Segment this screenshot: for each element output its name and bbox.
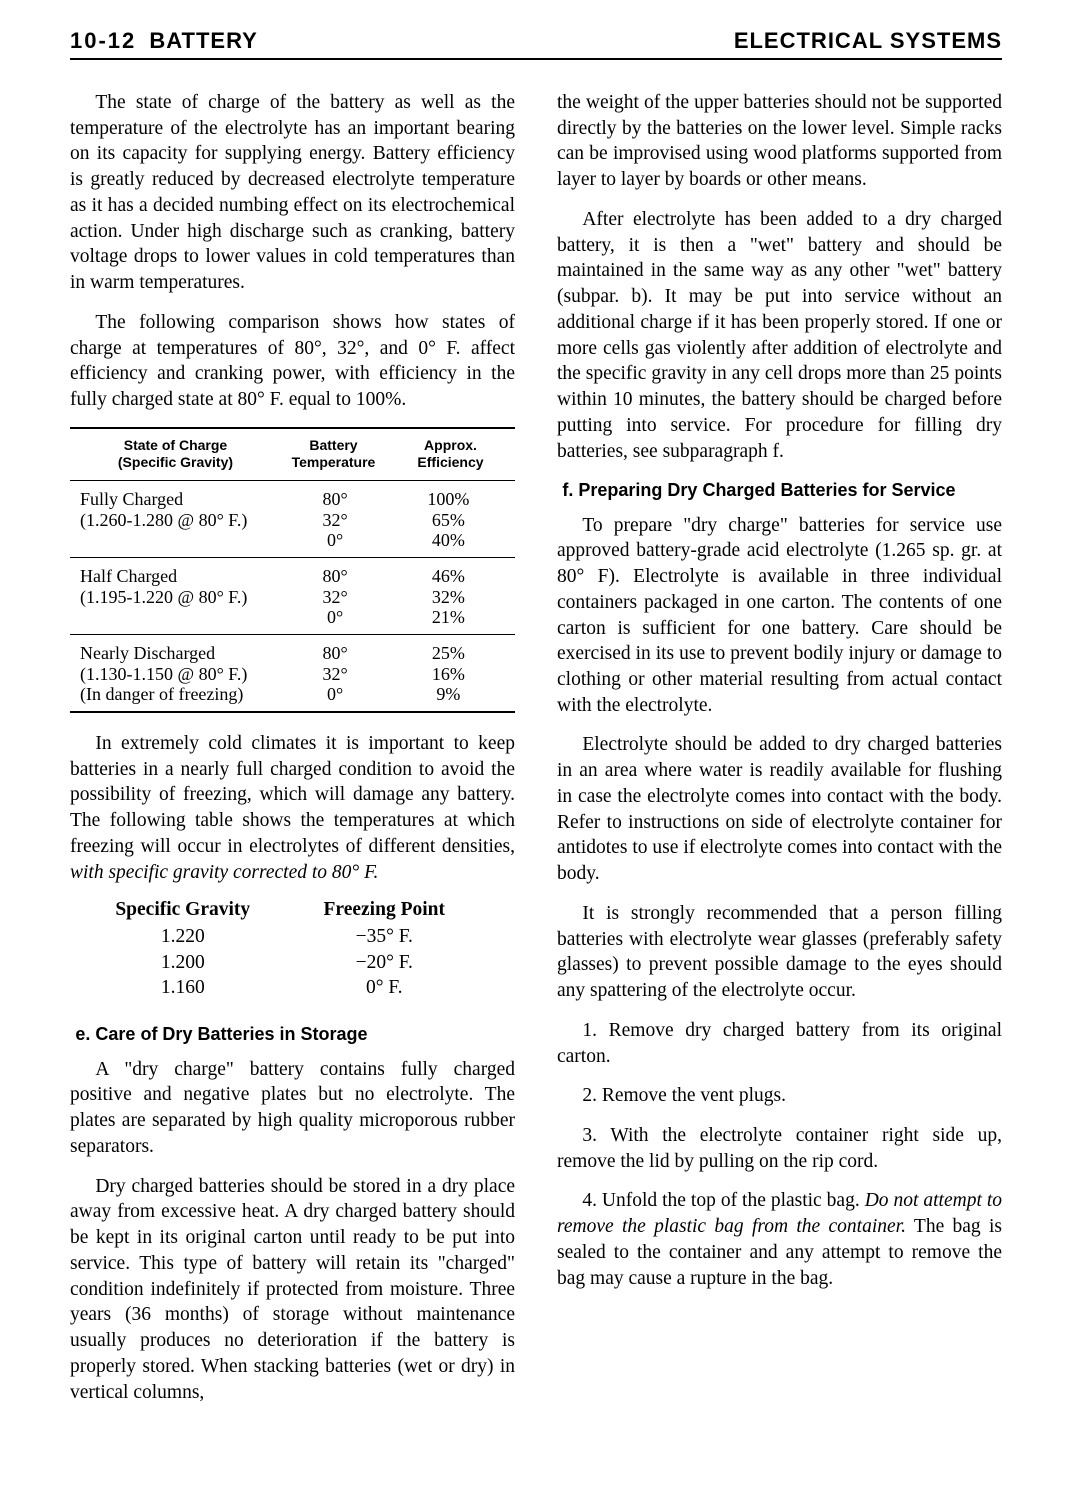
table-header-cell: Battery Temperature (275, 437, 392, 472)
body-paragraph: Dry charged batteries should be stored i… (70, 1174, 515, 1406)
table-header-cell: Specific Gravity (82, 899, 284, 924)
table-cell: 80° 32° 0° (279, 566, 392, 628)
table-header-row: State of Charge (Specific Gravity) Batte… (70, 429, 515, 481)
table-cell: Fully Charged (1.260-1.280 @ 80° F.) (80, 489, 279, 551)
table-cell: Nearly Discharged (1.130-1.150 @ 80° F.)… (80, 643, 279, 705)
italic-text: with specific gravity corrected to 80° F… (70, 862, 378, 883)
cell-text: (1.260-1.280 @ 80° F.) (80, 510, 247, 530)
table-row: 1.200 −20° F. (70, 950, 515, 975)
header-left: 10-12 BATTERY (70, 28, 258, 54)
table-header-cell: Freezing Point (284, 899, 486, 924)
table-cell: 0° F. (284, 975, 486, 1000)
table-row: Nearly Discharged (1.130-1.150 @ 80° F.)… (70, 635, 515, 711)
two-column-body: The state of charge of the battery as we… (70, 90, 1002, 1419)
body-paragraph: To prepare "dry charge" batteries for se… (557, 513, 1002, 719)
body-paragraph: A "dry charge" battery contains fully ch… (70, 1057, 515, 1160)
numbered-step: 1. Remove dry charged battery from its o… (557, 1018, 1002, 1069)
table-cell: 80° 32° 0° (279, 489, 392, 551)
table-cell: Half Charged (1.195-1.220 @ 80° F.) (80, 566, 279, 628)
table-row: 1.160 0° F. (70, 975, 515, 1000)
header-text: Temperature (292, 454, 376, 470)
numbered-step: 3. With the electrolyte container right … (557, 1123, 1002, 1174)
subheading-e: e. Care of Dry Batteries in Storage (70, 1022, 515, 1046)
body-paragraph: It is strongly recommended that a person… (557, 901, 1002, 1004)
cell-text: (In danger of freezing) (80, 684, 243, 704)
cell-text: Fully Charged (80, 489, 183, 509)
table-cell: 1.220 (82, 924, 284, 949)
body-paragraph: the weight of the upper batteries should… (557, 90, 1002, 193)
header-text: State of Charge (124, 437, 227, 453)
cell-text: Nearly Discharged (80, 643, 215, 663)
numbered-step: 2. Remove the vent plugs. (557, 1083, 1002, 1109)
body-paragraph: The following comparison shows how state… (70, 310, 515, 413)
table-cell: 100% 65% 40% (392, 489, 505, 551)
paragraph-text: In extremely cold climates it is importa… (70, 733, 515, 857)
left-title: BATTERY (149, 28, 257, 53)
cell-text: (1.195-1.220 @ 80° F.) (80, 587, 247, 607)
body-paragraph: Electrolyte should be added to dry charg… (557, 732, 1002, 886)
table-row: Fully Charged (1.260-1.280 @ 80° F.) 80°… (70, 481, 515, 558)
numbered-step: 4. Unfold the top of the plastic bag. Do… (557, 1188, 1002, 1291)
paragraph-text: 4. Unfold the top of the plastic bag. (582, 1190, 864, 1211)
header-text: Battery (309, 437, 357, 453)
subheading-f: f. Preparing Dry Charged Batteries for S… (557, 478, 1002, 502)
cell-text: Half Charged (80, 566, 177, 586)
right-column: the weight of the upper batteries should… (557, 90, 1002, 1419)
page-header: 10-12 BATTERY ELECTRICAL SYSTEMS (70, 28, 1002, 60)
header-text: Approx. (424, 437, 477, 453)
efficiency-table: State of Charge (Specific Gravity) Batte… (70, 427, 515, 713)
cell-text: (1.130-1.150 @ 80° F.) (80, 664, 247, 684)
freezing-point-table: Specific Gravity Freezing Point 1.220 −3… (70, 899, 515, 1000)
page-number: 10-12 (70, 28, 136, 53)
table-row: 1.220 −35° F. (70, 924, 515, 949)
header-right: ELECTRICAL SYSTEMS (734, 28, 1002, 54)
table-cell: 1.200 (82, 950, 284, 975)
table-header-cell: Approx. Efficiency (392, 437, 509, 472)
table-cell: −35° F. (284, 924, 486, 949)
header-text: Efficiency (417, 454, 483, 470)
table-cell: 1.160 (82, 975, 284, 1000)
header-text: (Specific Gravity) (118, 454, 233, 470)
body-paragraph: In extremely cold climates it is importa… (70, 731, 515, 885)
table-row: Half Charged (1.195-1.220 @ 80° F.) 80° … (70, 558, 515, 635)
left-column: The state of charge of the battery as we… (70, 90, 515, 1419)
body-paragraph: After electrolyte has been added to a dr… (557, 207, 1002, 464)
table-header-cell: State of Charge (Specific Gravity) (76, 437, 275, 472)
table-cell: −20° F. (284, 950, 486, 975)
table-header-row: Specific Gravity Freezing Point (70, 899, 515, 924)
table-cell: 25% 16% 9% (392, 643, 505, 705)
table-cell: 46% 32% 21% (392, 566, 505, 628)
body-paragraph: The state of charge of the battery as we… (70, 90, 515, 296)
table-cell: 80° 32° 0° (279, 643, 392, 705)
